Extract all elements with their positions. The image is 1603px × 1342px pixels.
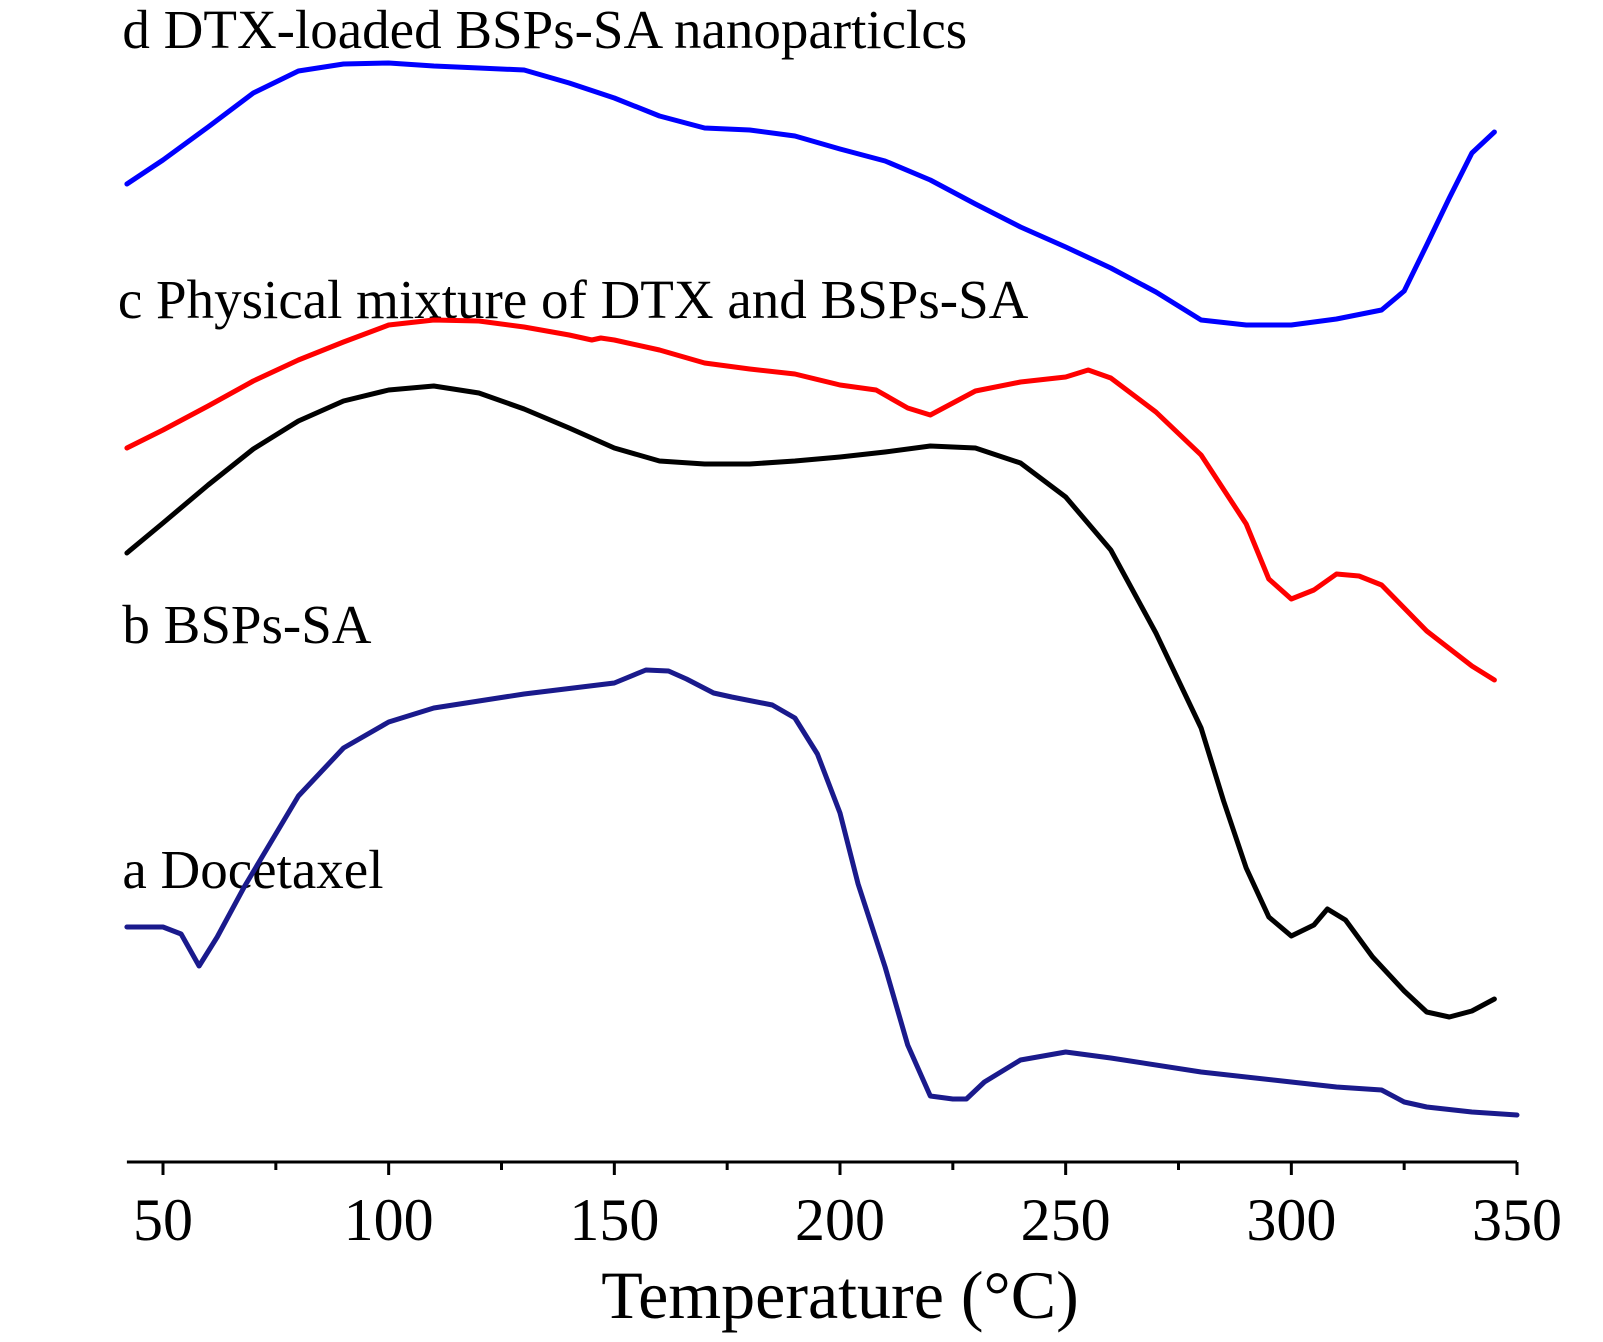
curve-label-physical-mixture: c Physical mixture of DTX and BSPs-SA <box>118 269 1029 330</box>
x-tick-label: 100 <box>344 1187 434 1253</box>
curve-docetaxel <box>124 667 1520 1118</box>
x-tick-label: 150 <box>569 1187 659 1253</box>
curve-label-dtx-loaded-nanoparticles: d DTX-loaded BSPs-SA nanoparticlcs <box>122 0 967 60</box>
x-tick-label: 200 <box>795 1187 885 1253</box>
x-axis-title: Temperature (°C) <box>601 1257 1078 1333</box>
curve-label-bsps-sa: b BSPs-SA <box>122 594 371 655</box>
curve-labels: a Docetaxel b BSPs-SA c Physical mixture… <box>118 0 1029 900</box>
curves <box>124 60 1520 1118</box>
curve-physical-mixture <box>124 317 1497 683</box>
x-tick-label: 250 <box>1021 1187 1111 1253</box>
x-tick-labels: 50 100 150 200 250 300 350 <box>133 1187 1562 1253</box>
x-tick-label: 300 <box>1246 1187 1336 1253</box>
curve-bsps-sa <box>124 383 1497 1020</box>
x-tick-label: 50 <box>133 1187 193 1253</box>
x-axis: 50 100 150 200 250 300 350 Temperature (°C) <box>126 1160 1562 1333</box>
x-ticks <box>161 1162 1519 1175</box>
x-tick-label: 350 <box>1472 1187 1562 1253</box>
curve-dtx-loaded-nanoparticles <box>124 60 1497 328</box>
